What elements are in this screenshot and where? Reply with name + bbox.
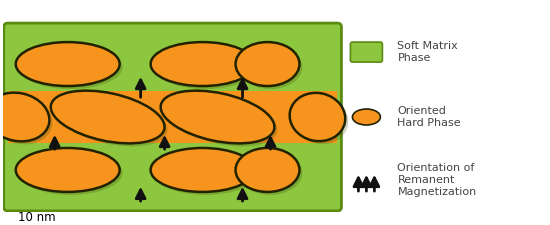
Ellipse shape [19, 151, 123, 195]
FancyBboxPatch shape [4, 23, 342, 211]
Ellipse shape [151, 42, 255, 86]
Text: 10 nm: 10 nm [18, 211, 56, 224]
Ellipse shape [239, 45, 302, 89]
Ellipse shape [51, 91, 164, 143]
Ellipse shape [16, 42, 120, 86]
Ellipse shape [290, 93, 345, 141]
Bar [8, 91, 338, 143]
Ellipse shape [0, 93, 50, 141]
Text: Orientation of
Remanent
Magnetization: Orientation of Remanent Magnetization [398, 162, 477, 197]
Ellipse shape [153, 151, 257, 195]
Text: Soft Matrix
Phase: Soft Matrix Phase [398, 41, 458, 63]
Ellipse shape [151, 148, 255, 192]
Ellipse shape [16, 148, 120, 192]
Ellipse shape [239, 151, 302, 195]
Text: Oriented
Hard Phase: Oriented Hard Phase [398, 106, 461, 128]
Ellipse shape [235, 148, 300, 192]
Ellipse shape [235, 42, 300, 86]
Ellipse shape [54, 94, 168, 146]
FancyBboxPatch shape [350, 42, 382, 62]
Ellipse shape [293, 96, 348, 144]
Ellipse shape [153, 45, 257, 89]
Ellipse shape [353, 109, 381, 125]
Ellipse shape [164, 94, 277, 146]
Ellipse shape [161, 91, 274, 143]
Ellipse shape [0, 96, 52, 144]
Ellipse shape [19, 45, 123, 89]
